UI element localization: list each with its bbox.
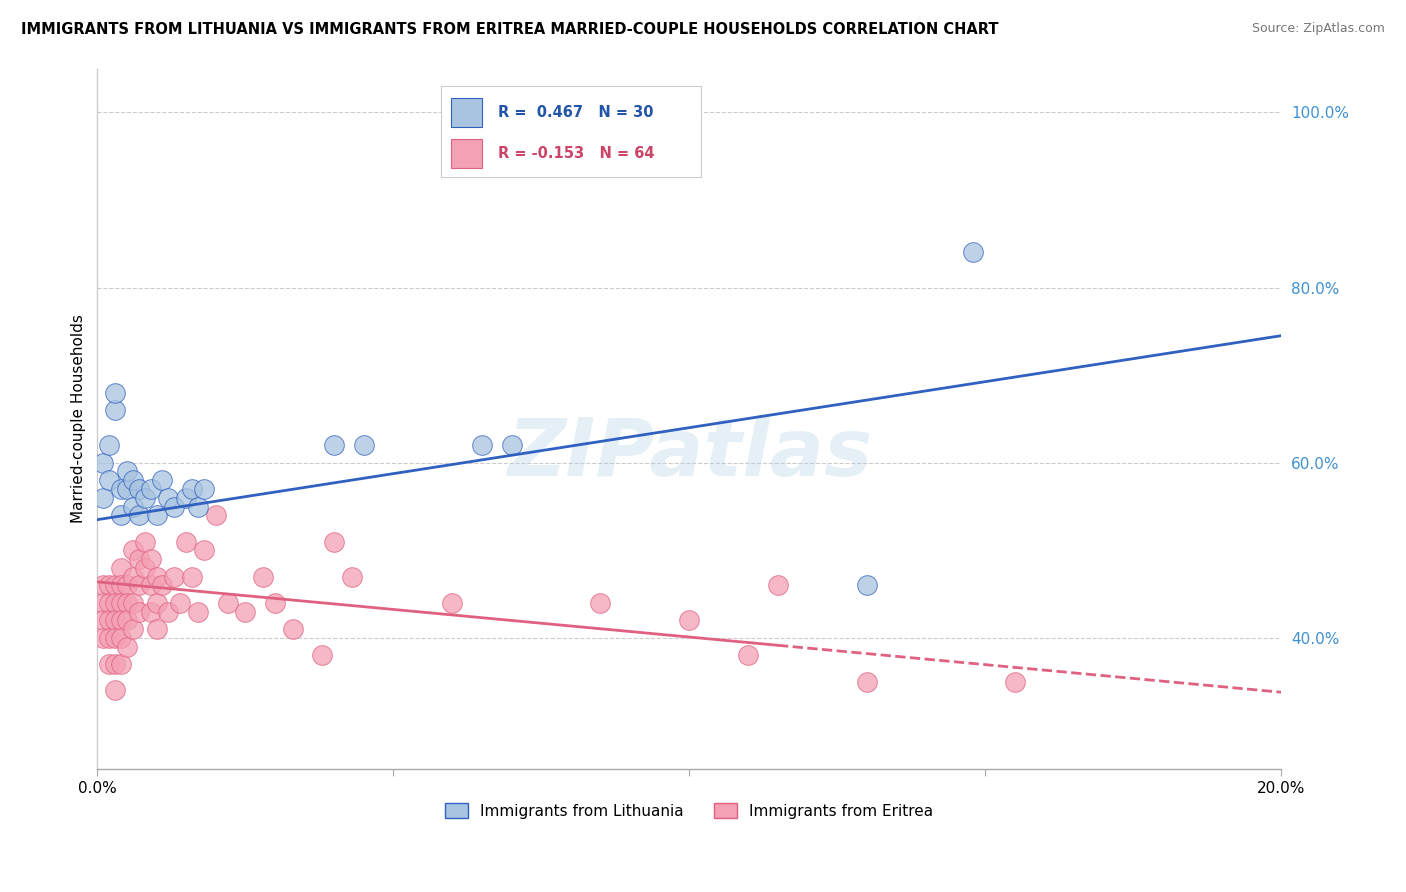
Point (110, 508, 132, 523)
Point (134, 561, 156, 575)
Point (152, 473, 174, 487)
Point (145, 569, 167, 583)
Point (98, 657, 121, 672)
Point (139, 578, 162, 592)
Point (104, 683, 127, 698)
Point (187, 500, 209, 514)
Point (91, 491, 114, 505)
Point (115, 614, 138, 628)
Point (121, 622, 143, 636)
Point (139, 482, 162, 496)
Point (128, 552, 150, 566)
Point (204, 508, 226, 523)
Point (193, 543, 215, 558)
Point (110, 578, 132, 592)
Point (145, 596, 167, 610)
Point (121, 543, 143, 558)
Point (252, 569, 274, 583)
Point (115, 465, 138, 479)
Point (766, 578, 789, 592)
Point (855, 578, 877, 592)
Point (169, 596, 191, 610)
Point (91, 596, 114, 610)
Point (441, 596, 464, 610)
Point (104, 657, 127, 672)
Point (145, 508, 167, 523)
Point (323, 438, 346, 452)
Point (1004, 674, 1026, 689)
Point (91, 614, 114, 628)
Point (187, 605, 209, 619)
Point (91, 631, 114, 645)
Point (104, 403, 127, 417)
Point (152, 578, 174, 592)
Text: ZIPatlas: ZIPatlas (506, 415, 872, 493)
Point (589, 596, 612, 610)
Point (110, 596, 132, 610)
Point (104, 596, 127, 610)
Point (115, 596, 138, 610)
Point (134, 491, 156, 505)
Point (110, 561, 132, 575)
Point (91, 456, 114, 470)
Point (145, 622, 167, 636)
Point (323, 534, 346, 549)
Point (91, 578, 114, 592)
Point (98, 578, 121, 592)
Point (311, 648, 333, 663)
Point (115, 482, 138, 496)
Point (139, 552, 162, 566)
Point (104, 385, 127, 400)
Point (121, 473, 143, 487)
Point (181, 569, 204, 583)
Point (174, 534, 197, 549)
Point (121, 596, 143, 610)
Point (115, 640, 138, 654)
Point (471, 438, 494, 452)
Point (121, 569, 143, 583)
Point (134, 534, 156, 549)
Point (340, 569, 363, 583)
Point (855, 674, 877, 689)
Point (264, 596, 287, 610)
Point (110, 631, 132, 645)
Point (128, 605, 150, 619)
Point (98, 631, 121, 645)
Point (104, 614, 127, 628)
Point (157, 605, 180, 619)
Point (163, 569, 186, 583)
Point (98, 438, 121, 452)
Point (98, 473, 121, 487)
Y-axis label: Married-couple Households: Married-couple Households (72, 315, 86, 524)
Point (115, 578, 138, 592)
Point (110, 614, 132, 628)
Point (233, 605, 256, 619)
Text: IMMIGRANTS FROM LITHUANIA VS IMMIGRANTS FROM ERITREA MARRIED-COUPLE HOUSEHOLDS C: IMMIGRANTS FROM LITHUANIA VS IMMIGRANTS … (21, 22, 998, 37)
Point (139, 605, 162, 619)
Point (128, 482, 150, 496)
Point (737, 648, 759, 663)
Text: Source: ZipAtlas.com: Source: ZipAtlas.com (1251, 22, 1385, 36)
Point (163, 500, 186, 514)
Point (181, 482, 204, 496)
Point (98, 596, 121, 610)
Point (157, 491, 180, 505)
Point (193, 482, 215, 496)
Point (98, 614, 121, 628)
Point (121, 500, 143, 514)
Point (353, 438, 375, 452)
Point (128, 508, 150, 523)
Point (128, 578, 150, 592)
Point (110, 657, 132, 672)
Point (110, 482, 132, 496)
Point (104, 631, 127, 645)
Legend: Immigrants from Lithuania, Immigrants from Eritrea: Immigrants from Lithuania, Immigrants fr… (439, 797, 939, 825)
Point (104, 578, 127, 592)
Point (962, 245, 984, 260)
Point (281, 622, 304, 636)
Point (501, 438, 523, 452)
Point (678, 614, 700, 628)
Point (217, 596, 239, 610)
Point (174, 491, 197, 505)
